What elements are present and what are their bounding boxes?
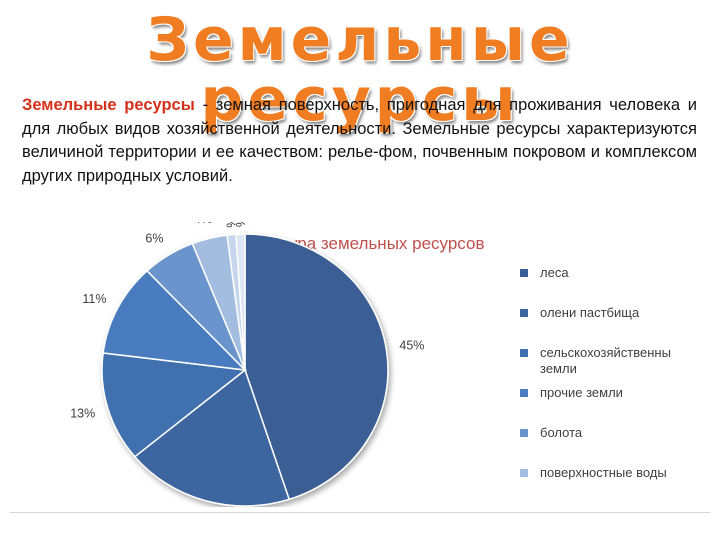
pie-labels: 45%19%13%11%6%4%1%1% (70, 222, 424, 421)
legend-swatch-5 (520, 429, 528, 437)
data-label-7: 1% (224, 222, 238, 228)
pie-slice-8 (235, 233, 246, 371)
chart-legend: леса олени пастбища сельскохозяйственны зем… (520, 265, 671, 480)
data-label-5: 6% (145, 231, 163, 245)
legend-swatch-2 (520, 309, 528, 317)
legend-swatch-3 (520, 349, 528, 357)
pie-slices (101, 233, 389, 507)
intro-paragraph: Земельные ресурсы - земная поверхность, … (22, 94, 697, 188)
bottom-divider (10, 512, 710, 513)
data-label-4: 11% (82, 292, 106, 306)
legend-swatch-4 (520, 389, 528, 397)
pie-chart: Структура земельных ресурсов 45%19%13%11… (8, 222, 720, 507)
slide-title: Земельные ресурсы (146, 5, 574, 135)
data-label-8: 1% (233, 222, 247, 227)
intro-term: Земельные ресурсы (22, 96, 195, 114)
legend-label-6: поверхностные воды (540, 465, 667, 480)
pie-slice-4 (102, 269, 248, 372)
legend-label-2: олени пастбища (540, 305, 640, 320)
data-label-1: 45% (399, 339, 424, 353)
legend-swatch-6 (520, 469, 528, 477)
data-label-3: 13% (70, 407, 95, 421)
pie-slice-1 (244, 233, 389, 501)
pie-slice-2 (133, 368, 291, 507)
legend-label-5: болота (540, 425, 583, 440)
intro-text: - земная поверхность, пригодная для прож… (22, 96, 698, 185)
legend-label-4: прочие земли (540, 385, 623, 400)
legend-swatch-1 (520, 269, 528, 277)
legend-label-1: леса (540, 265, 569, 280)
pie-slice-3 (101, 352, 247, 458)
data-label-6: 4% (194, 222, 212, 226)
legend-label-3: сельскохозяйственны земли (540, 345, 671, 376)
